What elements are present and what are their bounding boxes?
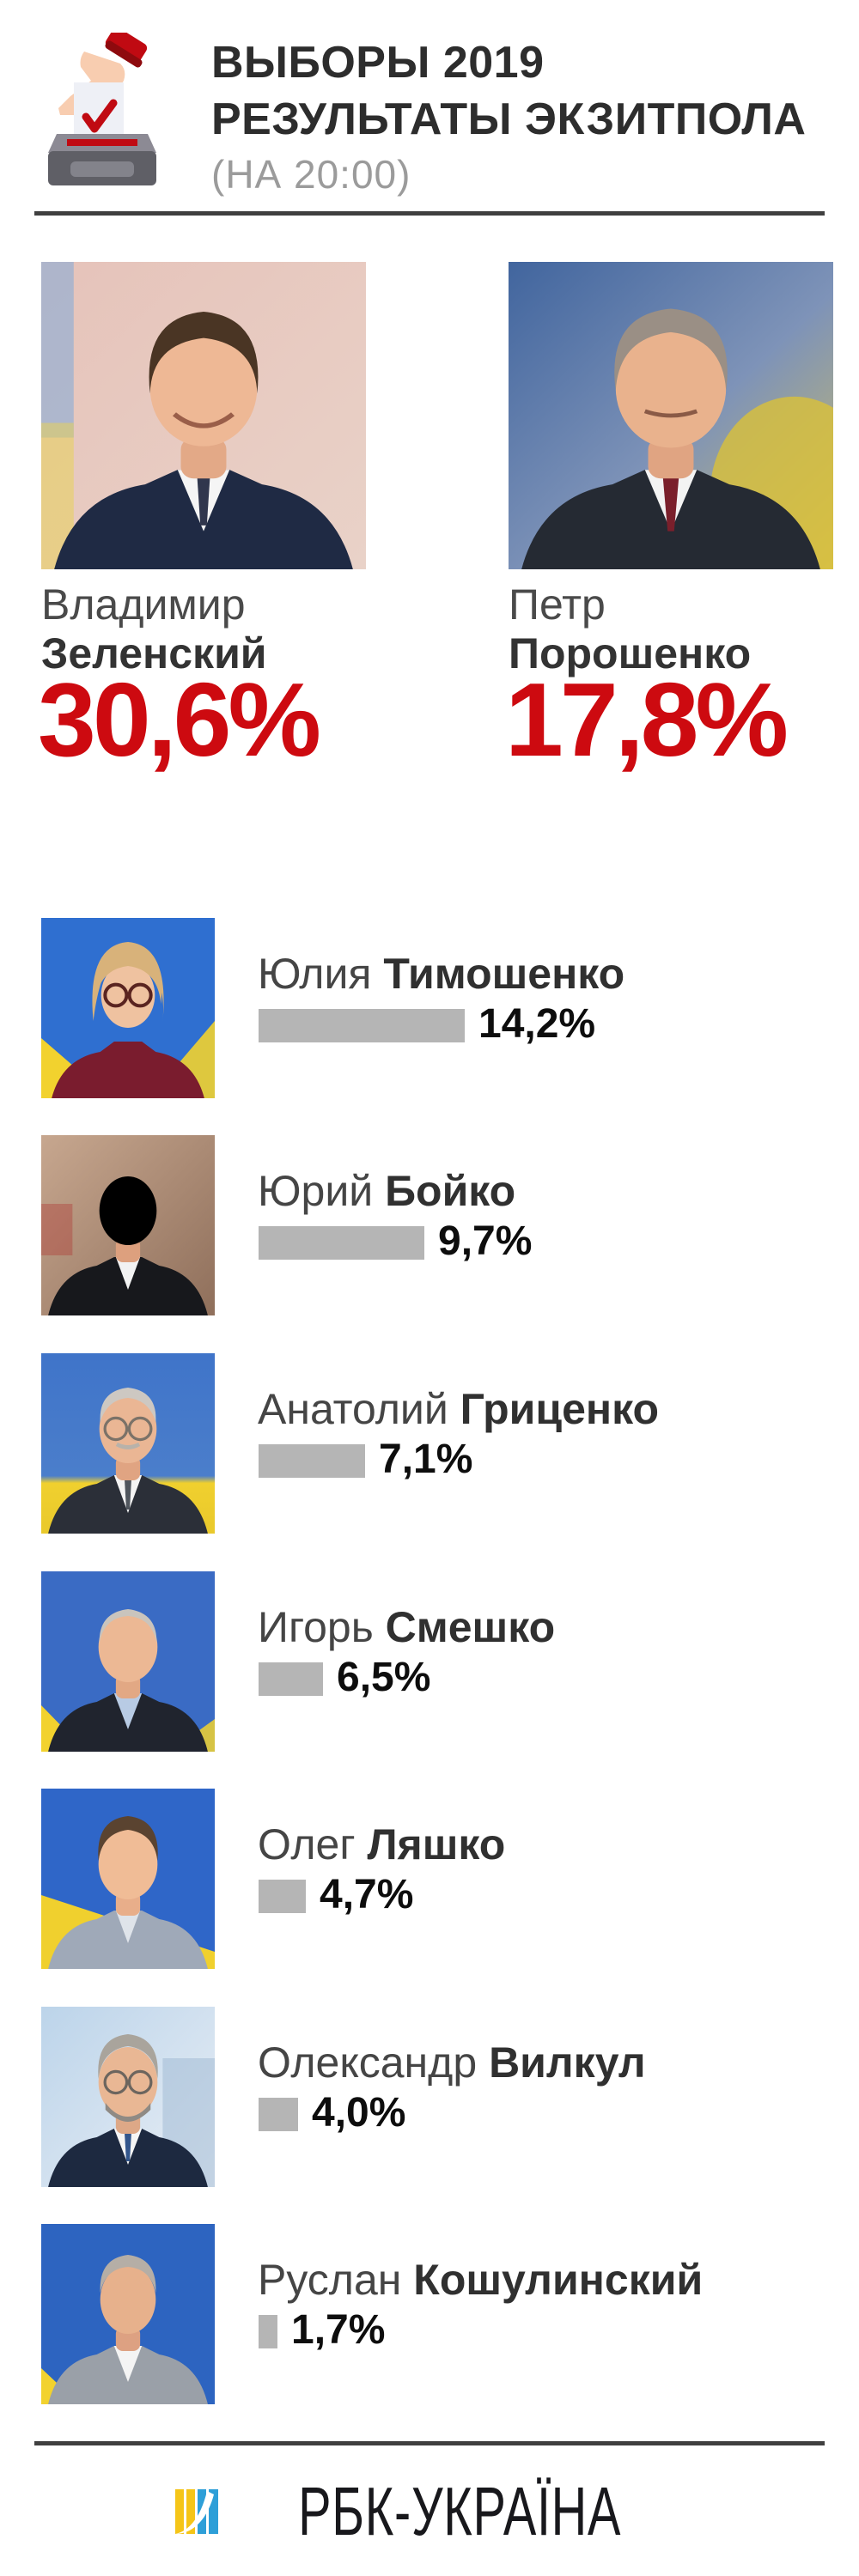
candidate-photo-vilkul [41, 2007, 215, 2187]
candidate-name: Олег Ляшко [258, 1820, 506, 1868]
leader-photo-poroshenko [509, 262, 833, 569]
candidate-name: Игорь Смешко [258, 1603, 556, 1651]
candidate-photo-gritsenko [41, 1353, 215, 1534]
brand-name: РБК-УКРАЇНА [297, 2473, 622, 2549]
candidate-photo-koshulinsky [41, 2224, 215, 2404]
candidate-photo-boyko [41, 1135, 215, 1315]
candidate-row: Игорь Смешко 6,5% [0, 1571, 859, 1789]
footer-divider [34, 2441, 825, 2445]
result-percent: 1,7% [291, 2307, 386, 2353]
leader-first-name: Владимир [41, 580, 246, 629]
candidate-row: Юлия Тимошенко 14,2% [0, 918, 859, 1136]
page-title: ВЫБОРЫ 2019 РЕЗУЛЬТАТЫ ЭКЗИТПОЛА [211, 34, 806, 148]
candidate-photo-lyashko [41, 1789, 215, 1969]
candidate-row: Руслан Кошулинский 1,7% [0, 2224, 859, 2442]
candidate-name: Юлия Тимошенко [258, 950, 625, 998]
result-percent: 6,5% [337, 1655, 431, 1700]
result-bar [259, 1226, 424, 1260]
leader-photo-zelensky [41, 262, 366, 569]
ballot-box-icon [41, 33, 163, 185]
result-bar [259, 2098, 298, 2131]
result-bar [259, 2315, 277, 2348]
result-percent: 4,7% [320, 1872, 414, 1917]
result-bar [259, 1880, 306, 1913]
leader-name: Владимир Зеленский [41, 580, 267, 678]
title-line-1: ВЫБОРЫ 2019 [211, 38, 545, 88]
header-divider [34, 211, 825, 216]
leader-last-name: Порошенко [509, 629, 752, 677]
candidate-name: Юрий Бойко [258, 1167, 516, 1215]
candidate-row: Олександр Вилкул 4,0% [0, 2007, 859, 2225]
rbc-ukraine-flag-icon [174, 2489, 218, 2534]
candidate-photo-timoshenko [41, 918, 215, 1098]
leader-percent: 17,8% [505, 661, 789, 778]
candidate-row: Олег Ляшко 4,7% [0, 1789, 859, 2007]
candidate-name: Руслан Кошулинский [258, 2256, 704, 2304]
candidate-name: Анатолий Гриценко [258, 1385, 660, 1433]
result-percent: 4,0% [312, 2090, 406, 2136]
result-percent: 14,2% [478, 1001, 596, 1047]
candidate-name: Олександр Вилкул [258, 2038, 646, 2087]
result-percent: 7,1% [379, 1437, 473, 1482]
candidate-row: Анатолий Гриценко 7,1% [0, 1353, 859, 1571]
leader-name: Петр Порошенко [509, 580, 751, 678]
candidate-photo-smeshko [41, 1571, 215, 1752]
leader-last-name: Зеленский [41, 629, 267, 677]
leader-percent: 30,6% [38, 661, 321, 778]
result-percent: 9,7% [438, 1218, 533, 1264]
candidate-row: Юрий Бойко 9,7% [0, 1135, 859, 1353]
leader-first-name: Петр [509, 580, 606, 629]
title-line-2: РЕЗУЛЬТАТЫ ЭКЗИТПОЛА [211, 94, 807, 144]
result-bar [259, 1662, 323, 1696]
title-timestamp: (НА 20:00) [211, 152, 411, 197]
result-bar [259, 1009, 465, 1042]
brand-logo: РБК-УКРАЇНА [0, 2473, 859, 2550]
result-bar [259, 1444, 365, 1478]
